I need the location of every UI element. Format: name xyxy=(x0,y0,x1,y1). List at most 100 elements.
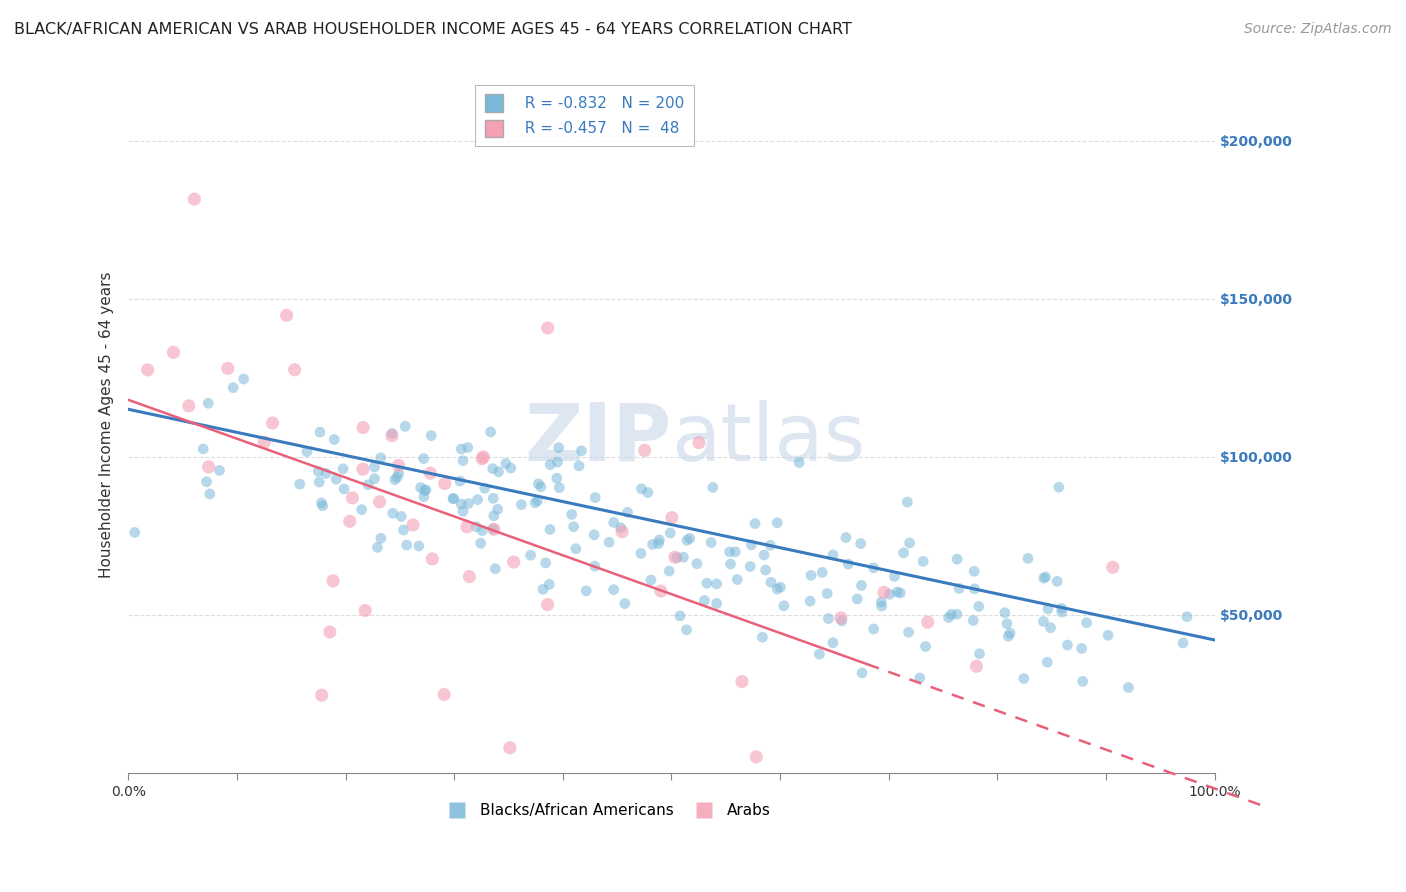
Point xyxy=(725,573,748,587)
Point xyxy=(602,582,624,597)
Point xyxy=(333,482,356,496)
Point xyxy=(482,491,505,506)
Point xyxy=(433,476,456,491)
Point xyxy=(457,496,479,510)
Point xyxy=(817,611,839,625)
Point xyxy=(388,467,411,481)
Point xyxy=(458,569,481,583)
Point xyxy=(470,536,492,550)
Point xyxy=(197,459,219,474)
Point xyxy=(323,433,346,447)
Point xyxy=(994,606,1017,620)
Point xyxy=(389,509,412,524)
Point xyxy=(849,536,872,550)
Point xyxy=(647,536,669,550)
Point xyxy=(870,599,893,613)
Point xyxy=(702,480,724,494)
Point xyxy=(538,577,561,591)
Point xyxy=(630,546,652,560)
Point xyxy=(311,499,333,513)
Point xyxy=(495,457,517,471)
Point xyxy=(457,441,479,455)
Point xyxy=(449,474,471,488)
Point xyxy=(183,192,205,206)
Point xyxy=(613,597,636,611)
Point xyxy=(640,573,662,587)
Point xyxy=(562,520,585,534)
Point xyxy=(536,321,558,335)
Point xyxy=(481,461,503,475)
Point xyxy=(232,372,254,386)
Point xyxy=(124,525,146,540)
Point xyxy=(441,491,464,506)
Point xyxy=(465,520,488,534)
Point xyxy=(486,502,509,516)
Point xyxy=(583,559,606,574)
Point xyxy=(565,541,588,556)
Point xyxy=(217,361,239,376)
Point xyxy=(610,521,633,535)
Point xyxy=(941,607,963,622)
Point xyxy=(744,516,766,531)
Point xyxy=(484,562,506,576)
Point xyxy=(650,584,672,599)
Point xyxy=(502,555,524,569)
Point xyxy=(510,498,533,512)
Point xyxy=(1017,551,1039,566)
Point xyxy=(311,496,333,510)
Point xyxy=(669,608,692,623)
Point xyxy=(658,564,681,578)
Point xyxy=(499,740,522,755)
Point xyxy=(413,483,436,498)
Point xyxy=(402,518,425,533)
Y-axis label: Householder Income Ages 45 - 64 years: Householder Income Ages 45 - 64 years xyxy=(100,272,114,578)
Text: Source: ZipAtlas.com: Source: ZipAtlas.com xyxy=(1244,22,1392,37)
Point xyxy=(262,416,284,430)
Point xyxy=(1036,655,1059,669)
Point xyxy=(419,466,441,480)
Point xyxy=(415,483,437,497)
Point xyxy=(561,508,583,522)
Point xyxy=(387,458,409,473)
Point xyxy=(740,559,762,574)
Point xyxy=(1035,570,1057,584)
Text: ZIP: ZIP xyxy=(524,400,672,478)
Point xyxy=(837,557,859,571)
Point xyxy=(538,458,561,472)
Point xyxy=(962,614,984,628)
Point xyxy=(800,568,823,582)
Point xyxy=(368,495,391,509)
Point xyxy=(693,593,716,607)
Point xyxy=(706,577,728,591)
Point xyxy=(1070,641,1092,656)
Point xyxy=(1039,621,1062,635)
Point xyxy=(679,532,702,546)
Point xyxy=(769,580,792,594)
Point xyxy=(1101,560,1123,574)
Point xyxy=(598,535,620,549)
Point xyxy=(883,569,905,583)
Point xyxy=(718,545,741,559)
Point xyxy=(524,496,547,510)
Point xyxy=(354,603,377,617)
Point xyxy=(1056,638,1078,652)
Point xyxy=(548,481,571,495)
Point xyxy=(288,477,311,491)
Point xyxy=(659,526,682,541)
Point xyxy=(474,481,496,495)
Point xyxy=(395,538,418,552)
Point xyxy=(965,659,987,673)
Point xyxy=(610,524,633,539)
Point xyxy=(700,535,723,549)
Point xyxy=(787,456,810,470)
Point xyxy=(851,578,873,592)
Point xyxy=(526,493,548,508)
Point xyxy=(641,537,664,551)
Point xyxy=(370,450,392,465)
Point xyxy=(821,548,844,562)
Point xyxy=(665,550,688,565)
Point xyxy=(568,458,591,473)
Point xyxy=(471,524,494,538)
Point xyxy=(315,467,337,481)
Point xyxy=(696,576,718,591)
